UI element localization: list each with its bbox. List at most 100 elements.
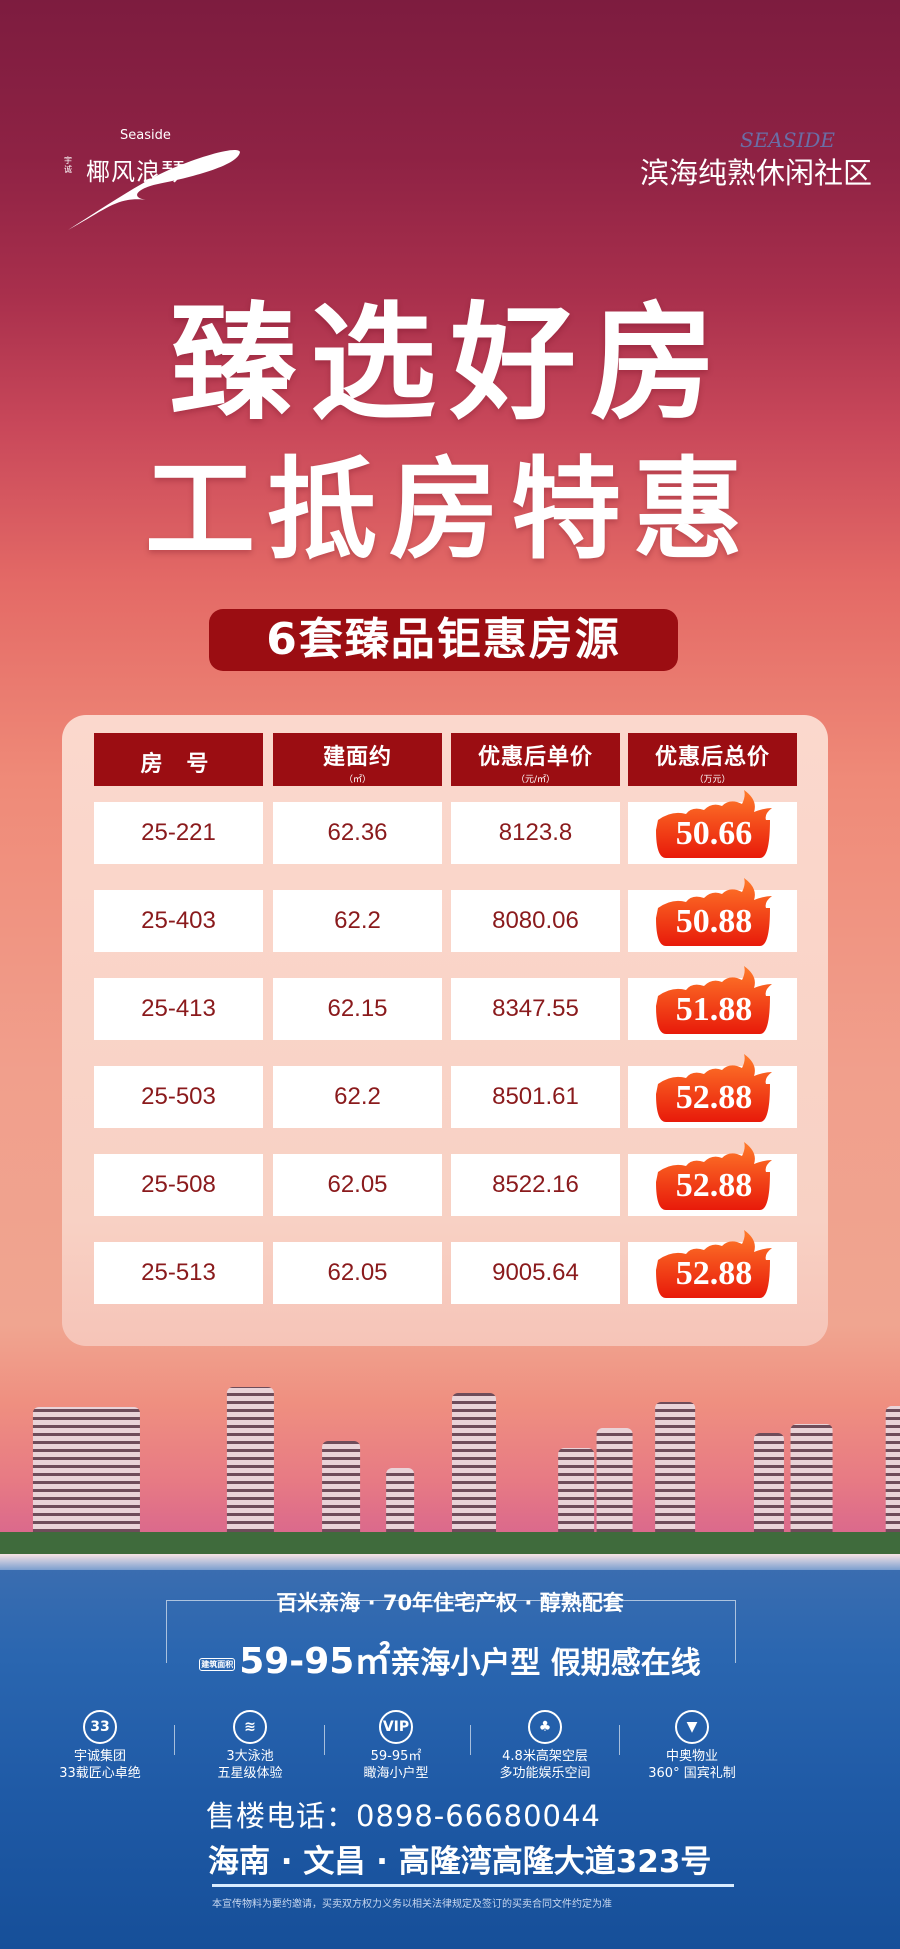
- table-cell: 25-508: [94, 1154, 263, 1216]
- header-label: 优惠后单价: [477, 745, 593, 770]
- total-price: 52.88: [675, 1255, 753, 1292]
- palm-trees: [0, 1532, 900, 1556]
- headline: 建筑面积 59-95㎡亲海小户型 假期感在线: [0, 1632, 900, 1684]
- disclaimer: 本宣传物料为要约邀请，买卖双方权力义务以相关法律规定及签订的买卖合同文件约定为准: [212, 1899, 612, 1910]
- fire-icon: [656, 790, 772, 858]
- fire-icon: [656, 878, 772, 946]
- feature-line2: 瞰海小户型: [363, 1766, 429, 1781]
- feature-line2: 360° 国宾礼制: [648, 1766, 736, 1781]
- building: [322, 1441, 361, 1555]
- table-cell: 8123.8: [451, 802, 620, 864]
- feature-separator: [619, 1725, 620, 1755]
- building: [753, 1433, 784, 1555]
- header-label: 房 号: [140, 752, 217, 777]
- feature-separator: [470, 1725, 471, 1755]
- building-skyline-image: [0, 1387, 900, 1570]
- address: 海南 · 文昌 · 高隆湾高隆大道323号: [208, 1844, 712, 1880]
- table-cell: 62.15: [273, 978, 442, 1040]
- building: [885, 1406, 900, 1555]
- total-price: 51.88: [675, 991, 753, 1028]
- building: [596, 1428, 633, 1555]
- feature-icon: ♣: [528, 1710, 562, 1744]
- feature-item: ♣ 4.8米高架空层 多功能娱乐空间: [485, 1710, 605, 1782]
- fire-badge: 51.88: [652, 966, 776, 1038]
- price-table: 房 号建面约 （㎡） 优惠后单价 （元/㎡） 优惠后总价 （万元） 25-221 62.36 8…: [62, 715, 828, 1346]
- fire-badge: 52.88: [652, 1142, 776, 1214]
- feature-line2: 33载匠心卓绝: [59, 1766, 141, 1781]
- shoreline: [0, 1554, 900, 1570]
- selling-points: 百米亲海 · 70年住宅产权 · 醇熟配套: [276, 1591, 624, 1615]
- total-price: 50.66: [675, 815, 753, 852]
- table-cell: 25-503: [94, 1066, 263, 1128]
- table-cell: 8501.61: [451, 1066, 620, 1128]
- building: [32, 1407, 140, 1555]
- feature-item: ▼ 中奥物业 360° 国宾礼制: [632, 1710, 752, 1782]
- table-header: 建面约 （㎡）: [273, 733, 442, 786]
- feature-icon: ▼: [675, 1710, 709, 1744]
- headline-text: 亲海小户型 假期感在线: [390, 1646, 701, 1681]
- building: [452, 1393, 497, 1555]
- feature-separator: [174, 1725, 175, 1755]
- feature-icon: ≋: [233, 1710, 267, 1744]
- area-range: 59-95㎡: [239, 1641, 391, 1682]
- table-cell: 25-221: [94, 802, 263, 864]
- feature-line1: 3大泳池: [226, 1749, 274, 1764]
- table-cell: 9005.64: [451, 1242, 620, 1304]
- area-tag: 建筑面积: [199, 1658, 236, 1671]
- logo-en: Seaside: [120, 128, 171, 143]
- table-cell: 8347.55: [451, 978, 620, 1040]
- total-price: 52.88: [675, 1167, 753, 1204]
- total-price-cell: 51.88: [628, 966, 797, 1040]
- feature-separator: [324, 1725, 325, 1755]
- ribbon-logo-icon: [68, 149, 240, 230]
- building: [790, 1424, 833, 1555]
- header-unit: （元/㎡）: [515, 775, 556, 785]
- table-cell: 8522.16: [451, 1154, 620, 1216]
- header-unit: （万元）: [694, 775, 731, 785]
- table-header: 优惠后单价 （元/㎡）: [451, 733, 620, 786]
- table-header: 房 号: [94, 733, 263, 786]
- table-cell: 62.2: [273, 890, 442, 952]
- table-cell: 8080.06: [451, 890, 620, 952]
- title-line2: 工抵房特惠: [145, 446, 755, 574]
- total-price-cell: 52.88: [628, 1054, 797, 1128]
- total-price: 52.88: [675, 1079, 753, 1116]
- fire-badge: 50.88: [652, 878, 776, 950]
- feature-line2: 五星级体验: [217, 1766, 283, 1781]
- divider: [212, 1884, 734, 1887]
- headline-frame: [166, 1600, 736, 1663]
- fire-badge: 50.66: [652, 790, 776, 862]
- feature-icon: 33: [83, 1710, 117, 1744]
- brand-logo: 宇诚 Seaside 椰风浪琴: [58, 118, 248, 230]
- table-cell: 62.36: [273, 802, 442, 864]
- building: [655, 1402, 696, 1555]
- feature-item: ≋ 3大泳池五星级体验: [190, 1710, 310, 1782]
- total-price-cell: 50.66: [628, 790, 797, 864]
- feature-icon: VIP: [379, 1710, 413, 1744]
- fire-icon: [656, 1142, 772, 1210]
- fire-icon: [656, 1230, 772, 1298]
- fire-badge: 52.88: [652, 1230, 776, 1302]
- header-unit: （㎡）: [343, 775, 371, 785]
- table-cell: 62.05: [273, 1154, 442, 1216]
- fire-badge: 52.88: [652, 1054, 776, 1126]
- fire-icon: [656, 1054, 772, 1122]
- total-price-cell: 52.88: [628, 1142, 797, 1216]
- title-line1: 臻选好房: [170, 290, 730, 437]
- logo-group: 宇诚: [64, 156, 72, 174]
- total-price-cell: 52.88: [628, 1230, 797, 1304]
- total-price-cell: 50.88: [628, 878, 797, 952]
- feature-line2: 多功能娱乐空间: [499, 1766, 591, 1781]
- feature-line1: 59-95㎡: [370, 1749, 422, 1764]
- table-cell: 25-403: [94, 890, 263, 952]
- table-cell: 25-413: [94, 978, 263, 1040]
- listing-count-banner: 6套臻品钜惠房源: [209, 609, 678, 671]
- feature-item: VIP 59-95㎡ 瞰海小户型: [336, 1710, 456, 1782]
- feature-line1: 4.8米高架空层: [502, 1749, 588, 1764]
- total-price: 50.88: [675, 903, 753, 940]
- sales-phone[interactable]: 售楼电话：0898-66680044: [206, 1799, 601, 1833]
- tagline-watermark: SEASIDE: [740, 128, 835, 152]
- table-header: 优惠后总价 （万元）: [628, 733, 797, 786]
- header-label: 建面约: [322, 745, 392, 770]
- building: [558, 1448, 595, 1555]
